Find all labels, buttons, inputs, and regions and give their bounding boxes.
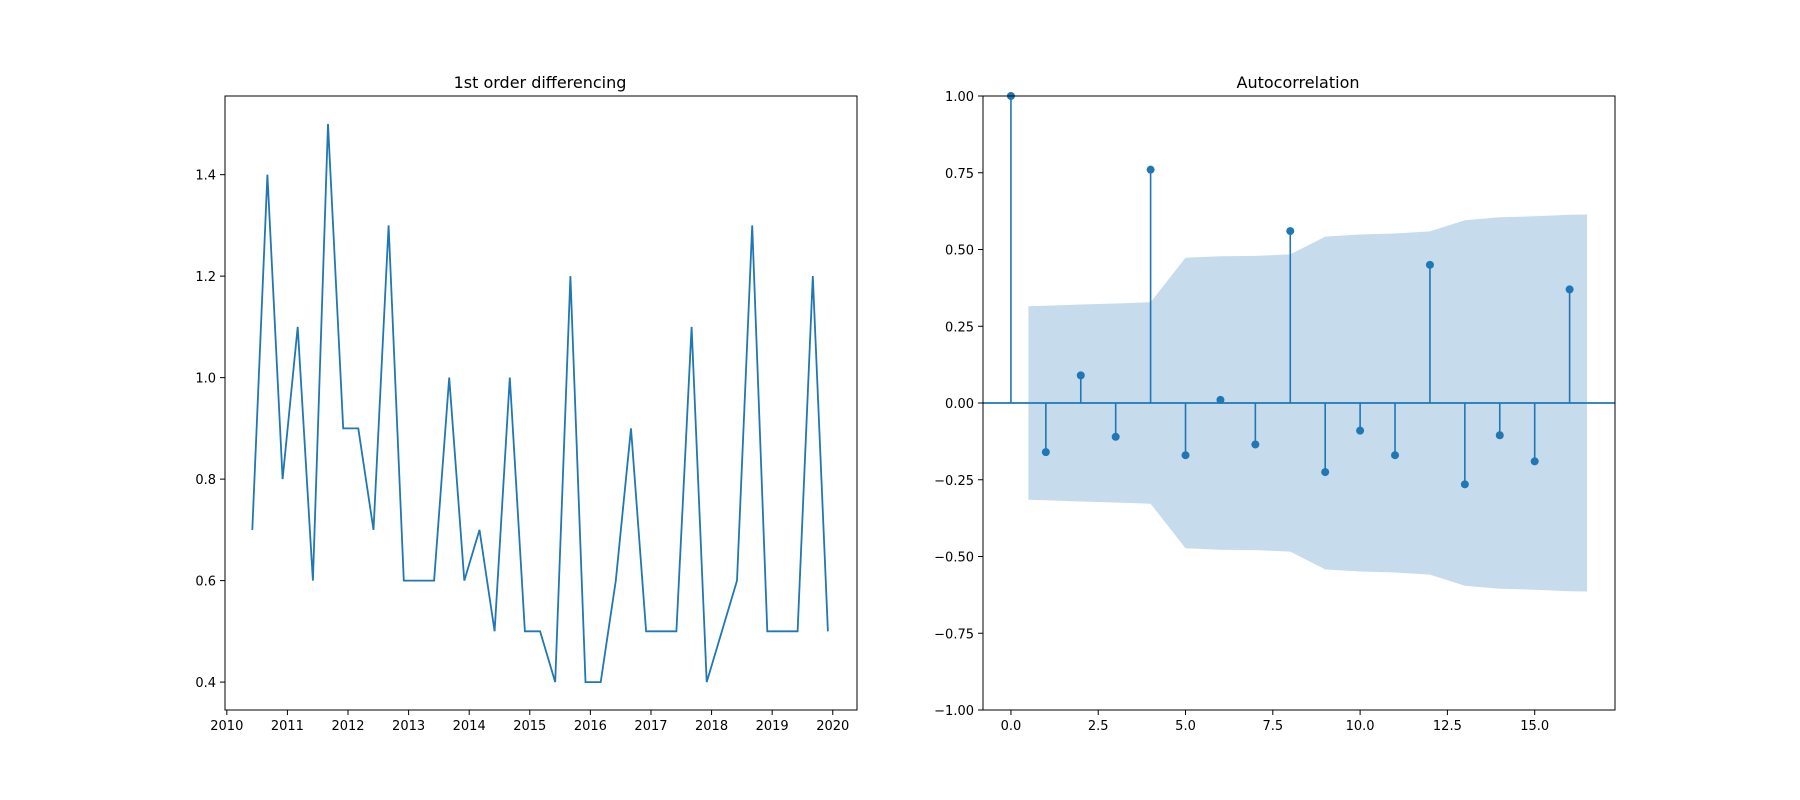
line-chart-frame xyxy=(224,95,858,711)
acf-point xyxy=(1251,440,1260,449)
acf-point xyxy=(1460,480,1469,489)
line-chart-panel: 1st order differencing 2010 2011 2012 2013 2… xyxy=(195,73,858,734)
acf-point xyxy=(1041,448,1050,457)
acf-point xyxy=(1286,227,1295,236)
acf-point xyxy=(1111,432,1120,441)
line-chart-x-tick-label: 2019 xyxy=(756,719,789,734)
acf-chart-frame xyxy=(982,95,1616,711)
line-chart-x-tick-label: 2015 xyxy=(513,719,546,734)
line-chart-y-tick-label: 0.8 xyxy=(195,473,216,488)
acf-point xyxy=(1530,457,1539,466)
acf-chart-ticks: 0.0 2.5 5.0 7.5 10.0 12.5 15.0 −1.00 −0.75 −0.50 −… xyxy=(934,90,1549,734)
series-line xyxy=(251,123,829,683)
acf-chart-x-tick-label: 2.5 xyxy=(1088,719,1109,734)
line-chart-x-tick-label: 2014 xyxy=(453,719,486,734)
acf-point xyxy=(1181,451,1190,460)
acf-point xyxy=(1216,395,1225,404)
acf-chart-x-tick-label: 15.0 xyxy=(1520,719,1549,734)
acf-point xyxy=(1391,451,1400,460)
acf-chart-marks xyxy=(983,92,1615,489)
line-chart-x-tick-label: 2013 xyxy=(392,719,425,734)
line-chart-x-tick-label: 2016 xyxy=(574,719,607,734)
acf-chart-x-tick-label: 5.0 xyxy=(1175,719,1196,734)
acf-chart-y-tick-label: 0.25 xyxy=(945,320,974,335)
acf-point xyxy=(1565,285,1574,294)
acf-chart-x-tick-label: 0.0 xyxy=(1001,719,1022,734)
line-chart-x-tick-label: 2010 xyxy=(210,719,243,734)
acf-chart-y-tick-label: 0.00 xyxy=(945,397,974,412)
acf-chart-y-tick-label: 0.75 xyxy=(945,167,974,182)
acf-chart-y-tick-label: −0.75 xyxy=(934,627,974,642)
acf-chart-title: Autocorrelation xyxy=(1237,73,1360,92)
acf-chart-y-tick-label: 1.00 xyxy=(945,90,974,105)
acf-chart-panel: Autocorrelation 0.0 2.5 5.0 7.5 10.0 12.5 15.0… xyxy=(934,73,1616,734)
line-chart-y-tick-label: 1.0 xyxy=(195,372,216,387)
line-chart-x-tick-label: 2011 xyxy=(271,719,304,734)
acf-chart-y-tick-label: −1.00 xyxy=(934,704,974,719)
line-chart-y-tick-label: 0.6 xyxy=(195,575,216,590)
acf-chart-y-tick-label: −0.50 xyxy=(934,551,974,566)
line-chart-ticks: 2010 2011 2012 2013 2014 2015 2016 2017 2018 2019… xyxy=(195,169,849,734)
line-chart-y-tick-label: 0.4 xyxy=(195,676,216,691)
line-chart-x-tick-label: 2020 xyxy=(816,719,849,734)
acf-point xyxy=(1495,431,1504,440)
acf-point xyxy=(1425,260,1434,269)
acf-chart-x-tick-label: 12.5 xyxy=(1433,719,1462,734)
line-chart-x-tick-label: 2018 xyxy=(695,719,728,734)
line-chart-title: 1st order differencing xyxy=(454,73,627,92)
acf-point xyxy=(1321,468,1330,477)
line-chart-y-tick-label: 1.4 xyxy=(195,169,216,184)
line-chart-y-tick-label: 1.2 xyxy=(195,270,216,285)
acf-point xyxy=(1146,165,1155,174)
acf-point xyxy=(1356,426,1365,435)
line-chart-marks xyxy=(251,123,829,683)
acf-point xyxy=(1076,371,1085,380)
acf-chart-x-tick-label: 7.5 xyxy=(1262,719,1283,734)
acf-chart-y-tick-label: −0.25 xyxy=(934,474,974,489)
acf-chart-y-tick-label: 0.50 xyxy=(945,244,974,259)
line-chart-x-tick-label: 2012 xyxy=(331,719,364,734)
line-chart-x-tick-label: 2017 xyxy=(634,719,667,734)
acf-chart-x-tick-label: 10.0 xyxy=(1346,719,1375,734)
